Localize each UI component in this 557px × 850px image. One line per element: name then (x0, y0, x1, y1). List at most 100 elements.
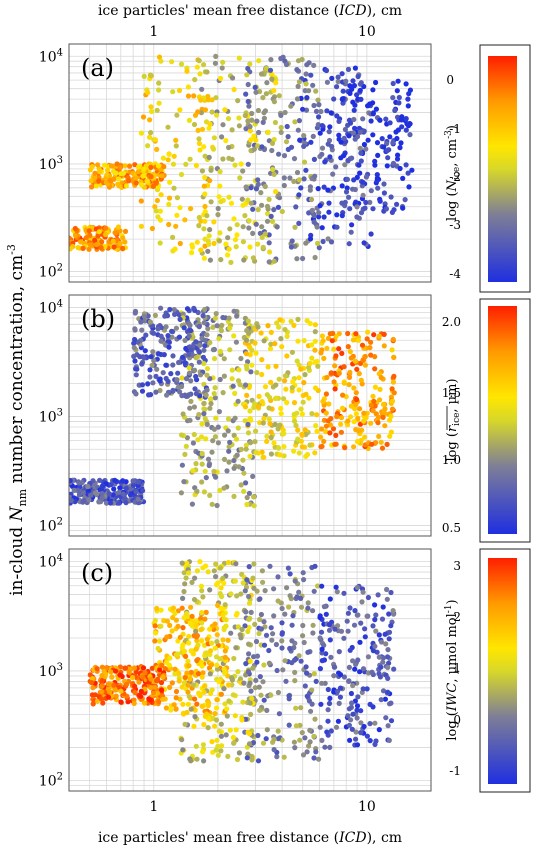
scatter-point (218, 605, 224, 612)
scatter-point (211, 240, 217, 246)
scatter-point (276, 93, 282, 99)
scatter-point (310, 82, 316, 88)
scatter-point (325, 141, 331, 147)
scatter-point (191, 431, 197, 438)
scatter-point (279, 344, 285, 350)
scatter-point (200, 670, 206, 676)
scatter-point (117, 240, 123, 246)
scatter-point (57, 242, 62, 247)
scatter-point (213, 311, 219, 317)
scatter-point (188, 706, 194, 712)
scatter-point (222, 670, 228, 676)
scatter-point (221, 686, 227, 692)
scatter-point (345, 628, 351, 634)
scatter-point (139, 327, 145, 333)
scatter-point (296, 375, 302, 381)
scatter-point (328, 239, 335, 245)
scatter-point (214, 632, 220, 638)
scatter-point (199, 674, 205, 680)
scatter-point (340, 392, 346, 398)
scatter-point (384, 163, 390, 169)
scatter-point (387, 120, 393, 126)
scatter-point (318, 350, 324, 356)
scatter-point (361, 141, 367, 148)
scatter-point (278, 124, 284, 131)
scatter-point (300, 622, 306, 629)
scatter-point (330, 330, 336, 336)
scatter-point (122, 163, 128, 169)
scatter-point (310, 622, 316, 628)
scatter-point (274, 754, 280, 760)
scatter-point (325, 335, 332, 341)
scatter-point (329, 338, 335, 344)
scatter-point (217, 183, 223, 189)
scatter-point (169, 628, 175, 634)
colorbar-a: 0 -1 -2 -3 -4 log (Nice, cm-3) (444, 44, 531, 293)
scatter-point (205, 702, 211, 709)
scatter-point (344, 422, 351, 428)
scatter-point (193, 373, 199, 380)
scatter-point (354, 396, 360, 403)
scatter-point (359, 599, 365, 605)
scatter-point (260, 95, 266, 101)
colorbar-a-tick-1: -1 (449, 122, 461, 136)
scatter-point (275, 736, 281, 742)
scatter-point (253, 186, 259, 192)
scatter-point (282, 611, 288, 617)
scatter-point (139, 382, 146, 388)
scatter-point (87, 232, 93, 238)
scatter-point (297, 137, 303, 143)
scatter-point (344, 176, 350, 182)
scatter-point (260, 244, 266, 250)
scatter-point (259, 224, 265, 230)
scatter-point (274, 224, 280, 230)
scatter-point (328, 110, 334, 116)
scatter-point (138, 223, 144, 229)
scatter-point (254, 118, 260, 124)
scatter-point (391, 390, 397, 396)
scatter-point (56, 232, 61, 237)
scatter-point (296, 220, 302, 226)
scatter-point (237, 676, 244, 682)
scatter-point (148, 174, 154, 180)
scatter-point (150, 323, 156, 329)
scatter-point (188, 347, 194, 353)
scatter-point (298, 658, 304, 664)
scatter-point (212, 315, 218, 321)
scatter-point (148, 164, 154, 170)
scatter-point (147, 72, 153, 78)
scatter-point (351, 83, 357, 89)
scatter-point (243, 184, 249, 190)
scatter-point (354, 703, 361, 709)
scatter-point (247, 453, 253, 459)
scatter-point (166, 201, 172, 207)
scatter-point (332, 664, 338, 670)
scatter-point (151, 690, 157, 696)
scatter-point (54, 231, 59, 236)
scatter-point (160, 370, 166, 376)
scatter-point (346, 241, 352, 247)
scatter-point (252, 685, 258, 691)
scatter-point (336, 346, 342, 352)
scatter-point (176, 334, 183, 340)
scatter-point (107, 177, 113, 184)
scatter-point (201, 489, 207, 495)
scatter-point (403, 116, 409, 122)
scatter-point (372, 617, 378, 623)
scatter-point (200, 749, 206, 755)
scatter-point (243, 442, 249, 448)
scatter-point (143, 332, 149, 338)
scatter-point (350, 337, 356, 343)
scatter-point (327, 154, 333, 160)
scatter-point (335, 79, 341, 85)
scatter-point (376, 654, 382, 660)
scatter-point (131, 665, 138, 671)
scatter-point (177, 389, 183, 395)
scatter-point (372, 162, 378, 168)
scatter-point (294, 169, 301, 176)
scatter-point (281, 175, 287, 181)
scatter-point (301, 380, 307, 386)
scatter-point (377, 386, 383, 392)
scatter-point (202, 218, 208, 224)
